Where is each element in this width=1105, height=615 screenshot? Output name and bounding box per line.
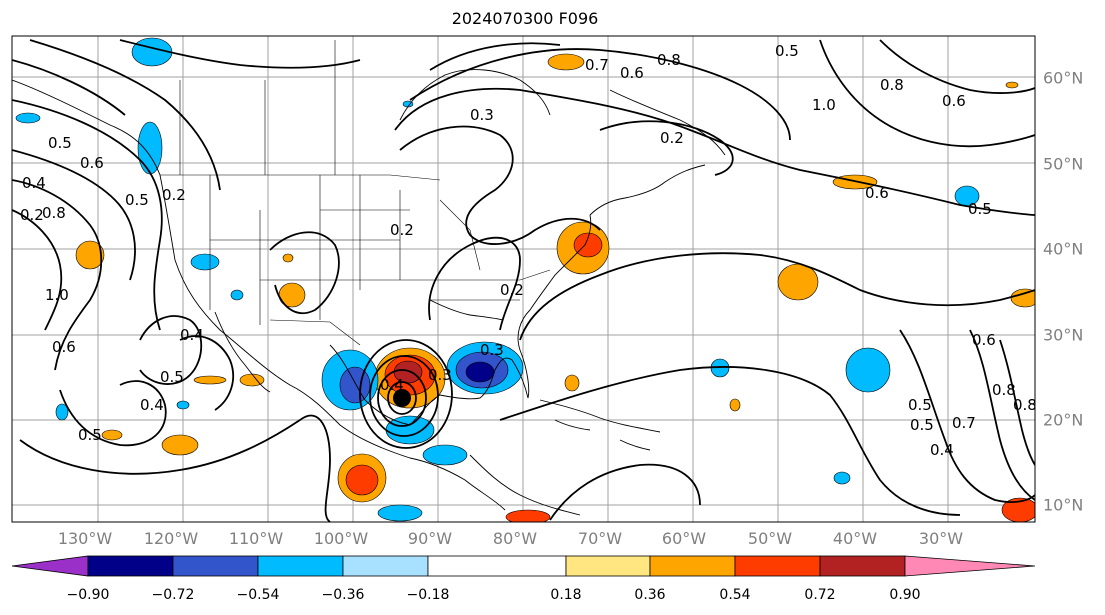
colorbar-tick-label: 0.18: [550, 587, 582, 603]
lon-label: 50°W: [747, 529, 793, 548]
contour-label: 0.2: [660, 129, 684, 147]
contour-label: 0.8: [1013, 396, 1037, 414]
lon-label: 40°W: [832, 529, 878, 548]
contour-label: 0.6: [865, 184, 889, 202]
contour-label: 0.4: [180, 326, 204, 344]
contour-label: 0.8: [880, 76, 904, 94]
contour-label: 0.8: [42, 204, 66, 222]
contour-label: 0.5: [910, 416, 934, 434]
contour-label: 0.3: [480, 341, 504, 359]
contour-label: 0.8: [992, 381, 1016, 399]
lat-label: 10°N: [1043, 495, 1084, 515]
contour-lines: [12, 39, 1035, 522]
contour-label: 0.5: [908, 396, 932, 414]
contour-label: 0.4: [140, 396, 164, 414]
colorbar-tick-label: −0.36: [321, 587, 365, 603]
colorbar-tick-label: 0.90: [889, 587, 921, 603]
colorbar-extend-low: [11, 555, 89, 577]
contour-label: 0.3: [428, 366, 452, 384]
contour-label-group: 0.7 0.6 0.8 0.5 1.0 0.8 0.6 0.3 0.2 0.5 …: [20, 42, 1037, 459]
contour-label: 0.6: [942, 92, 966, 110]
lon-label: 100°W: [313, 529, 369, 548]
contour-label: 0.5: [968, 200, 992, 218]
contour-label: 0.5: [78, 426, 102, 444]
colorbar-tick-label: −0.54: [236, 587, 280, 603]
contour-label: 0.5: [125, 191, 149, 209]
colorbar-swatch: [427, 555, 567, 577]
contour-label: 0.2: [500, 281, 524, 299]
colorbar-tick-label: −0.18: [406, 587, 450, 603]
lat-label: 60°N: [1043, 68, 1084, 88]
contour-label: 0.6: [80, 154, 104, 172]
contour-label: 0.5: [775, 42, 799, 60]
lat-label: 20°N: [1043, 410, 1084, 430]
contour-label: 0.2: [390, 221, 414, 239]
low-pressure-rings: [359, 339, 453, 449]
contour-label: 1.0: [812, 96, 836, 114]
contour-label: 0.5: [160, 368, 184, 386]
lon-label: 90°W: [407, 529, 453, 548]
lon-label: 60°W: [661, 529, 707, 548]
colorbar-swatch: [734, 555, 821, 577]
contour-label: 0.2: [20, 206, 44, 224]
contour-label: 0.7: [952, 414, 976, 432]
lon-label: 110°W: [228, 529, 284, 548]
lat-label: 40°N: [1043, 239, 1084, 259]
colorbar: [11, 555, 1036, 577]
colorbar-swatch: [565, 555, 651, 577]
contour-label: 0.4: [930, 441, 954, 459]
colorbar-tick-label: −0.90: [66, 587, 110, 603]
colorbar-extend-high: [904, 555, 1036, 577]
lon-label: 130°W: [57, 529, 113, 548]
contour-label: 0.5: [48, 134, 72, 152]
colorbar-swatch: [172, 555, 259, 577]
lat-label: 30°N: [1043, 325, 1084, 345]
map-frame: [11, 35, 1036, 523]
political-borders: [160, 40, 551, 346]
contour-label: 0.6: [620, 64, 644, 82]
colorbar-swatch: [649, 555, 736, 577]
colorbar-swatch: [342, 555, 429, 577]
map-title: 2024070300 F096: [451, 9, 599, 28]
colorbar-swatch: [257, 555, 344, 577]
colorbar-tick-label: 0.36: [634, 587, 666, 603]
lon-label: 70°W: [577, 529, 623, 548]
contour-label: 0.7: [585, 56, 609, 74]
contour-label: 0.3: [470, 106, 494, 124]
colorbar-tick-label: −0.72: [151, 587, 195, 603]
colorbar-tick-label: 0.54: [719, 587, 751, 603]
contour-label: 0.4: [380, 376, 404, 394]
lon-label: 80°W: [492, 529, 538, 548]
contour-label: 0.6: [52, 338, 76, 356]
contour-label: 0.2: [162, 186, 186, 204]
contour-label: 0.6: [972, 331, 996, 349]
contour-label: 0.8: [657, 51, 681, 69]
storm-center-marker: [393, 389, 411, 407]
lon-label: 120°W: [143, 529, 199, 548]
lon-label: 30°W: [918, 529, 964, 548]
colorbar-swatch: [87, 555, 174, 577]
contour-label: 1.0: [45, 286, 69, 304]
lat-label: 50°N: [1043, 154, 1084, 174]
colorbar-tick-label: 0.72: [804, 587, 836, 603]
colorbar-swatch: [819, 555, 906, 577]
contour-label: 0.4: [22, 174, 46, 192]
